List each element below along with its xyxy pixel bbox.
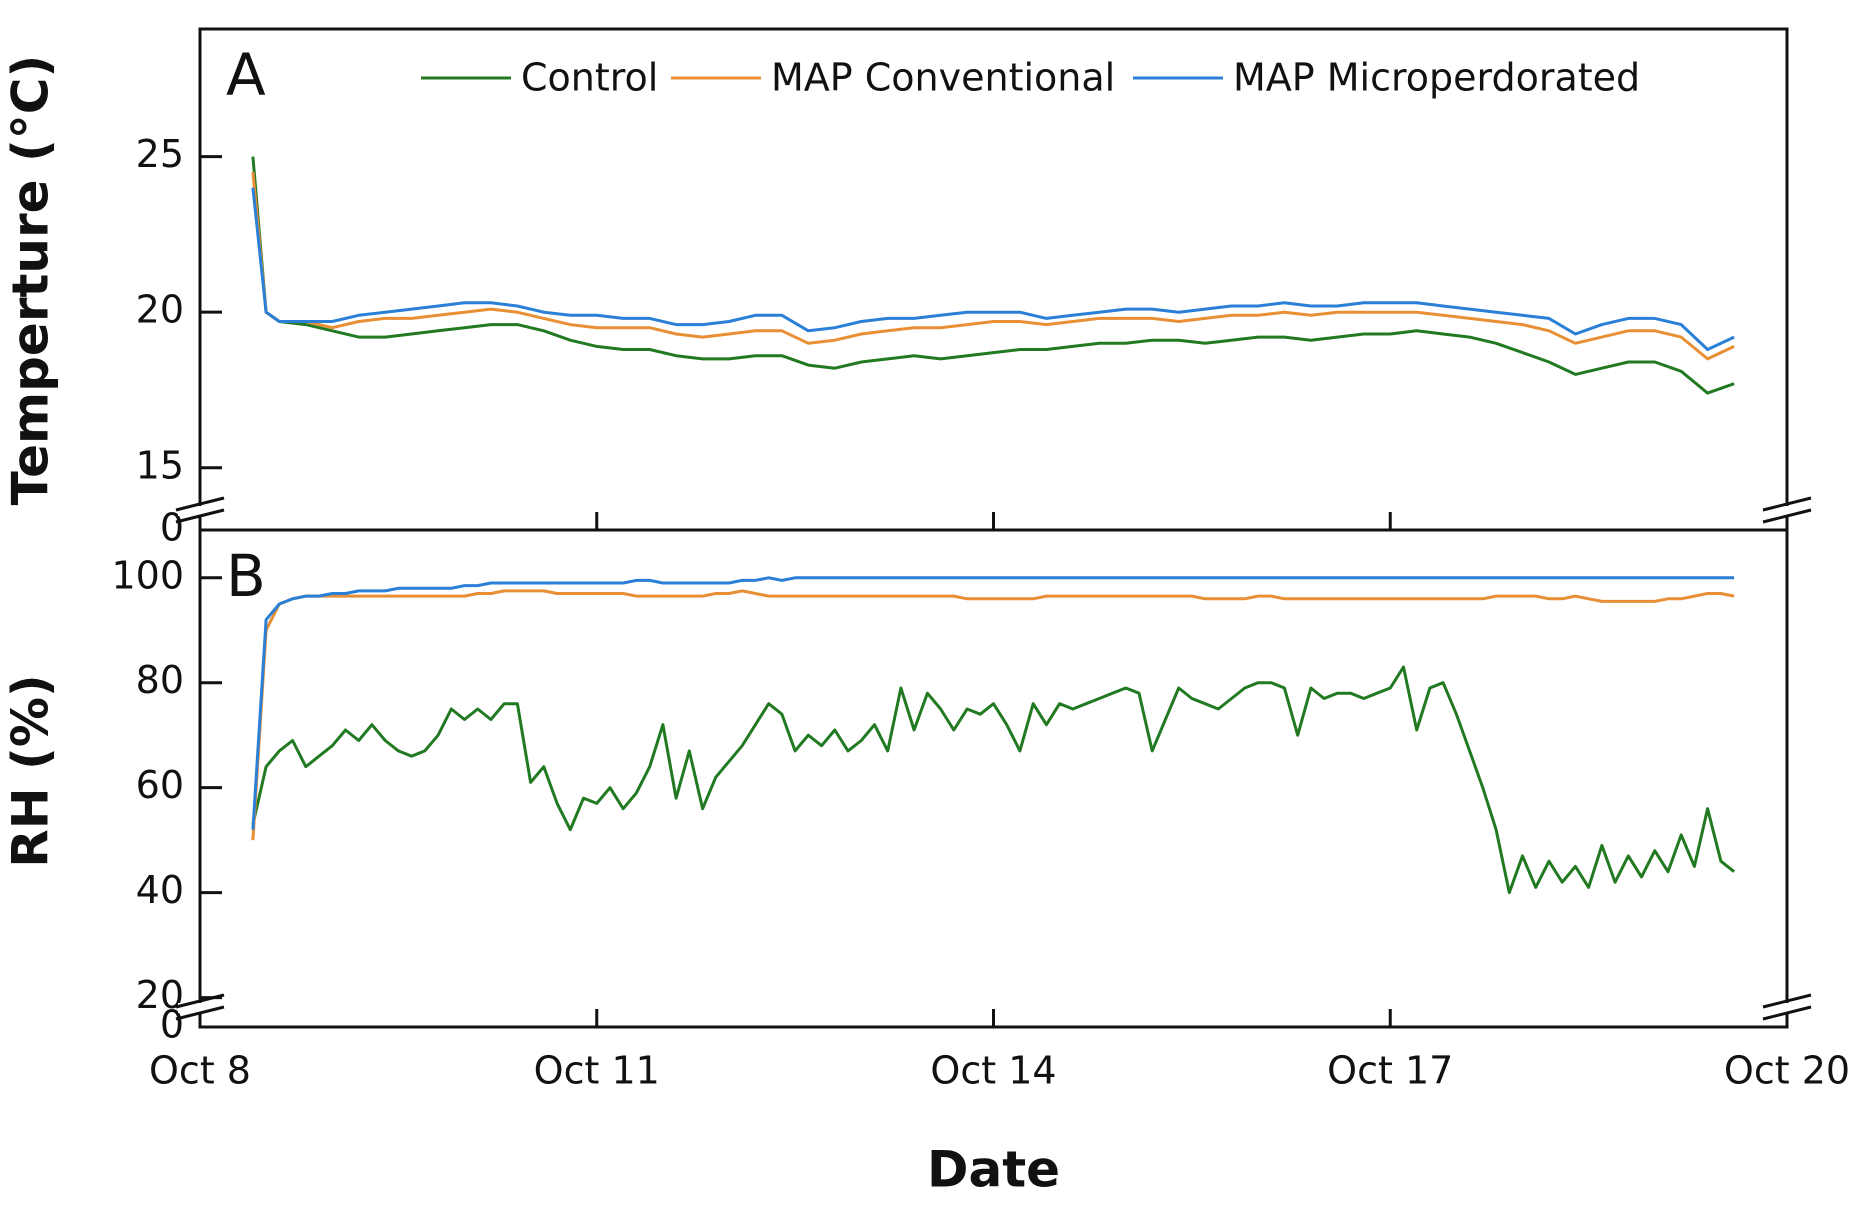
data-line (251, 156, 1735, 395)
axis-break-gap (1765, 1003, 1809, 1013)
panel-label: A (226, 41, 266, 109)
y-tick-label: 20 (136, 973, 184, 1017)
y-tick-label: 20 (136, 288, 184, 332)
data-line (251, 576, 1735, 830)
axis-break-gap (178, 506, 222, 516)
y-tick-label: 100 (111, 553, 184, 597)
y-tick-label: 25 (136, 132, 184, 176)
legend-label: MAP Microperdorated (1233, 56, 1640, 100)
x-axis-title: Date (927, 1141, 1060, 1199)
axis-break-mark (1762, 496, 1812, 512)
x-tick-label: Oct 8 (149, 1049, 251, 1093)
y-tick-label: 60 (136, 763, 184, 807)
x-tick-label: Oct 14 (930, 1049, 1056, 1093)
axis-break-mark (1762, 508, 1812, 524)
axis-break-gap (178, 1003, 222, 1013)
axis-break-mark (175, 1005, 225, 1021)
axis-break-mark (1762, 1005, 1812, 1021)
axis-break-mark (175, 508, 225, 524)
legend-label: MAP Conventional (771, 56, 1115, 100)
data-line (251, 171, 1735, 361)
legend-label: Control (521, 56, 658, 100)
y-tick-label: 40 (136, 868, 184, 912)
y-axis-title: RH (%) (2, 674, 60, 868)
data-line (251, 589, 1735, 841)
x-tick-label: Oct 11 (534, 1049, 660, 1093)
axis-break-mark (175, 496, 225, 512)
y-axis-title: Temperture (°C) (2, 55, 60, 506)
data-line (251, 665, 1736, 895)
x-tick-label: Oct 17 (1327, 1049, 1453, 1093)
x-tick-label: Oct 20 (1724, 1049, 1850, 1093)
data-line (251, 187, 1735, 351)
panel-label: B (226, 542, 266, 610)
axis-break-mark (175, 993, 225, 1009)
y-tick-label: 80 (136, 658, 184, 702)
axis-break-gap (1765, 506, 1809, 516)
y-tick-label: 15 (136, 443, 184, 487)
axis-break-mark (1762, 993, 1812, 1009)
